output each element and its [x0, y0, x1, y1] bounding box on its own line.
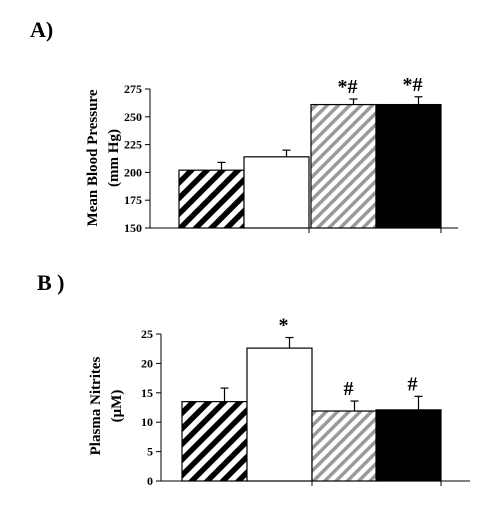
- y-axis-label: Mean Blood Pressure: [85, 89, 101, 226]
- significance-annotation: *#: [338, 76, 358, 98]
- y-tick-label: 250: [124, 110, 142, 124]
- y-tick-label: 175: [124, 193, 142, 207]
- bar: [178, 169, 245, 229]
- bar: [311, 410, 378, 482]
- y-tick-label: 0: [147, 474, 153, 488]
- y-tick-label: 25: [141, 327, 153, 341]
- y-axis-unit-label: (mm Hg): [106, 129, 122, 187]
- y-axis-unit-label: (μM): [109, 390, 125, 423]
- y-tick-label: 5: [147, 445, 153, 459]
- significance-annotation: #: [408, 373, 418, 395]
- bar: [375, 409, 442, 482]
- y-tick-label: 275: [124, 82, 142, 96]
- y-tick-label: 200: [124, 165, 142, 179]
- bar: [246, 347, 313, 482]
- y-axis-label: Plasma Nitrites: [88, 356, 104, 455]
- chart-panel-a: 150 175 200 225 250 275 *# *# Mean Blood Pressur…: [85, 74, 458, 235]
- y-tick-label: 150: [124, 221, 142, 235]
- y-tick-label: 10: [141, 415, 153, 429]
- panel-a-label: A): [30, 17, 54, 42]
- panel-b-label: B ): [37, 270, 65, 295]
- bar: [181, 401, 248, 482]
- bar: [310, 103, 377, 229]
- y-tick-label: 225: [124, 138, 142, 152]
- significance-annotation: #: [344, 378, 354, 400]
- chart-panel-b: 0 5 10 15 20 25 * # # Plasma Nitrites (μM): [88, 315, 470, 488]
- significance-annotation: *#: [403, 74, 423, 96]
- y-tick-label: 15: [141, 386, 153, 400]
- significance-annotation: *: [279, 315, 289, 337]
- y-tick-label: 20: [141, 356, 153, 370]
- bar: [375, 103, 442, 229]
- bar: [243, 156, 310, 229]
